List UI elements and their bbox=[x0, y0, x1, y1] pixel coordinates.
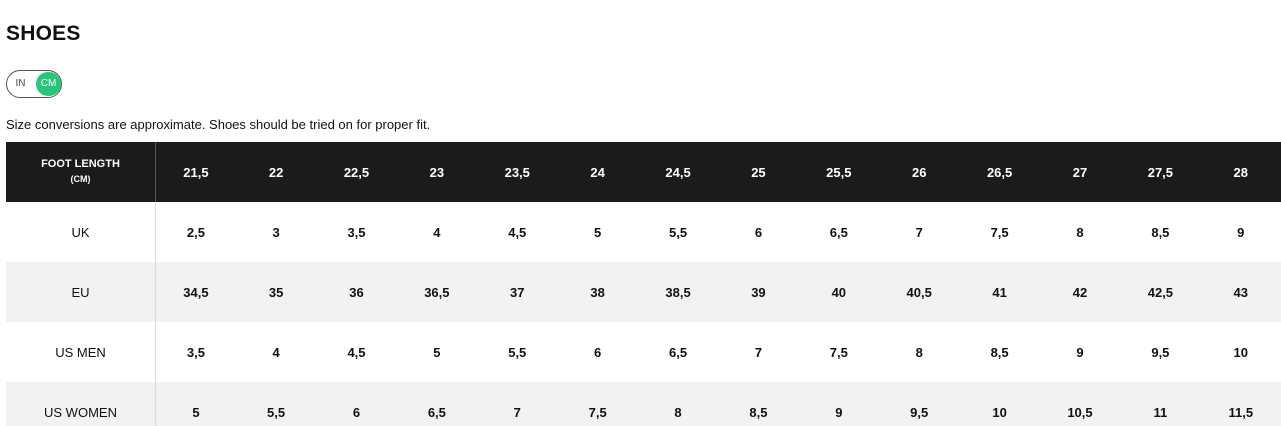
note: Size conversions are approximate. Shoes … bbox=[6, 117, 431, 132]
column-header: 27,5 bbox=[1120, 142, 1201, 202]
size-cell: 38 bbox=[590, 284, 605, 300]
size-cell: 8 bbox=[1076, 224, 1084, 240]
size-cell: 9,5 bbox=[910, 404, 929, 420]
table-row: EU 34,5 35 36 36,5 37 38 38,5 39 40 40,5 41 42 42,5 43 bbox=[6, 262, 1281, 322]
size-cell: 36 bbox=[349, 284, 364, 300]
toggle-option[interactable]: IN bbox=[15, 78, 26, 89]
column-header: 24,5 bbox=[637, 142, 719, 202]
size-cell: 42,5 bbox=[1147, 284, 1174, 300]
size-cell: 11 bbox=[1153, 404, 1168, 420]
size-cell: 35 bbox=[268, 284, 284, 300]
size-cell: 7 bbox=[915, 224, 923, 240]
size-cell: 6 bbox=[352, 404, 361, 420]
size-cell: 3,5 bbox=[347, 224, 366, 240]
column-header: 23,5 bbox=[477, 142, 558, 202]
size-cell: 7,5 bbox=[588, 404, 607, 420]
size-cell: 7,5 bbox=[829, 344, 848, 360]
size-cell: 8 bbox=[674, 404, 682, 420]
column-header: 21,5 bbox=[155, 142, 236, 202]
size-cell: 9 bbox=[1237, 224, 1245, 240]
size-cell: 43 bbox=[1233, 284, 1249, 300]
table-row: US MEN 3,5 4 4,5 5 5,5 6 6,5 7 7,5 8 8,5 9 9,5 10 bbox=[6, 322, 1281, 382]
row-label: US WOMEN bbox=[6, 382, 156, 426]
size-cell: 6 bbox=[594, 344, 602, 360]
header-unit: (CM) bbox=[70, 174, 91, 184]
row-label: EU bbox=[6, 262, 156, 322]
size-cell: 5 bbox=[433, 344, 441, 360]
size-cell: 2,5 bbox=[186, 224, 205, 240]
size-cell: 6 bbox=[754, 224, 763, 240]
table-row: UK 2,5 3 3,5 4 4,5 5 5,5 6 6,5 7 7,5 8 8,5 9 bbox=[6, 202, 1281, 262]
size-cell: 10 bbox=[1233, 344, 1249, 360]
size-cell: 10 bbox=[992, 404, 1007, 420]
size-cell: 4,5 bbox=[347, 344, 366, 360]
size-cell: 7 bbox=[754, 344, 763, 360]
size-cell: 5,5 bbox=[669, 224, 688, 240]
column-header: 28 bbox=[1200, 142, 1281, 202]
column-header: 22 bbox=[235, 142, 317, 202]
size-cell: 7 bbox=[513, 404, 521, 420]
table-header: FOOT LENGTH (CM) 21,5 22 22,5 23 23,5 24 24,5 25… bbox=[6, 142, 1281, 202]
title: SHOES bbox=[6, 22, 81, 45]
size-cell: 36,5 bbox=[424, 284, 450, 300]
size-table: FOOT LENGTH (CM) 21,5 22 22,5 23 23,5 24 24,5 25… bbox=[6, 142, 1281, 426]
size-cell: 5 bbox=[192, 404, 200, 420]
header-row: FOOT LENGTH (CM) 21,5 22 22,5 23 23,5 24 24,5 25… bbox=[6, 142, 1281, 202]
size-cell: 10,5 bbox=[1067, 404, 1093, 420]
size-cell: 8 bbox=[915, 344, 923, 360]
size-cell: 5,5 bbox=[508, 344, 527, 360]
size-cell: 6,5 bbox=[829, 224, 848, 240]
size-cell: 3 bbox=[272, 224, 280, 240]
size-cell: 9 bbox=[1076, 344, 1084, 360]
header-label: FOOT LENGTH bbox=[41, 158, 120, 170]
column-header: 24 bbox=[557, 142, 638, 202]
size-cell: 6,5 bbox=[669, 344, 688, 360]
size-cell: 4,5 bbox=[508, 224, 527, 240]
size-cell: 3,5 bbox=[186, 344, 205, 360]
size-cell: 4 bbox=[272, 344, 280, 360]
size-cell: 37 bbox=[510, 284, 525, 300]
size-cell: 34,5 bbox=[183, 284, 209, 300]
size-cell: 9 bbox=[835, 404, 843, 420]
size-cell: 9,5 bbox=[1151, 344, 1170, 360]
size-cell: 42 bbox=[1072, 284, 1088, 300]
size-cell: 4 bbox=[433, 224, 441, 240]
row-label: UK bbox=[6, 202, 156, 262]
size-cell: 40 bbox=[831, 284, 847, 300]
toggle-option[interactable]: CM bbox=[36, 72, 61, 96]
size-cell: 8,5 bbox=[749, 404, 768, 420]
column-header: 27 bbox=[1039, 142, 1121, 202]
size-cell: 8,5 bbox=[990, 344, 1009, 360]
size-cell: 8,5 bbox=[1151, 224, 1170, 240]
column-header: 22,5 bbox=[316, 142, 397, 202]
size-cell: 6,5 bbox=[427, 404, 446, 420]
table-body: UK 2,5 3 3,5 4 4,5 5 5,5 6 6,5 7 7,5 8 8,5 9 EU 34,5 35 36… bbox=[6, 202, 1281, 426]
column-header: 23 bbox=[396, 142, 478, 202]
column-header: 26,5 bbox=[959, 142, 1040, 202]
size-cell: 41 bbox=[992, 284, 1007, 300]
size-cell: 5,5 bbox=[267, 404, 286, 420]
header-label-cell: FOOT LENGTH (CM) bbox=[6, 142, 156, 202]
table-row: US WOMEN 5 5,5 6 6,5 7 7,5 8 8,5 9 9,5 10 10,5 11 11,5 bbox=[6, 382, 1281, 426]
size-cell: 5 bbox=[594, 224, 602, 240]
size-cell: 39 bbox=[751, 284, 766, 300]
unit-toggle: IN CM bbox=[6, 70, 62, 98]
size-cell: 11,5 bbox=[1228, 404, 1254, 420]
size-cell: 40,5 bbox=[906, 284, 932, 300]
size-cell: 38,5 bbox=[665, 284, 691, 300]
column-header: 26 bbox=[879, 142, 960, 202]
column-header: 25 bbox=[718, 142, 799, 202]
row-label: US MEN bbox=[6, 322, 156, 382]
column-header: 25,5 bbox=[798, 142, 880, 202]
size-cell: 7,5 bbox=[990, 224, 1009, 240]
